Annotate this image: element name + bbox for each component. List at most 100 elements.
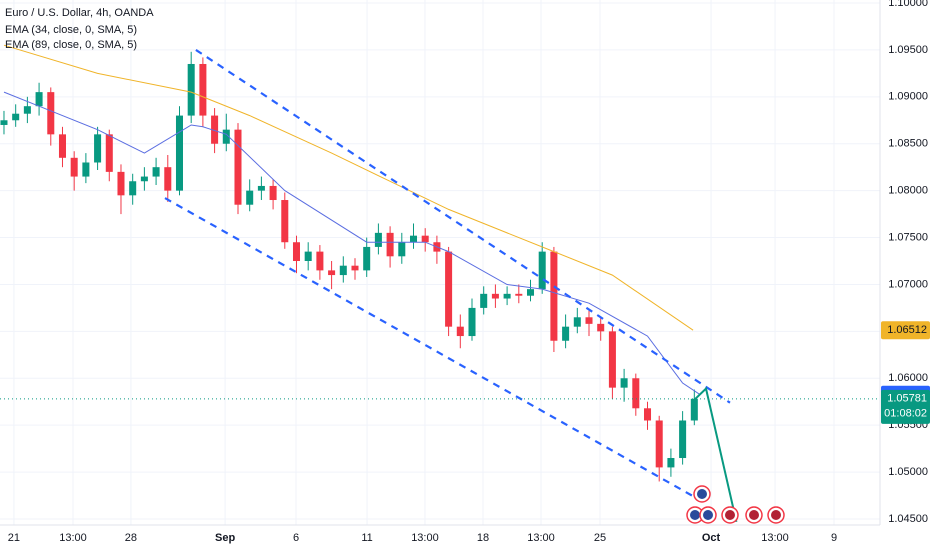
y-tick-label: 1.08000 bbox=[888, 185, 928, 197]
price-tag-label: 1.05781 bbox=[887, 393, 927, 405]
x-tick-label: Oct bbox=[702, 532, 721, 544]
candle-body bbox=[175, 115, 183, 191]
candle-body bbox=[211, 115, 219, 144]
candle-body bbox=[667, 458, 675, 468]
price-tag bbox=[881, 389, 930, 424]
y-tick-label: 1.05000 bbox=[888, 466, 928, 478]
y-tick-label: 1.10000 bbox=[888, 0, 928, 9]
candle-body bbox=[363, 246, 371, 271]
candle-body bbox=[152, 167, 160, 177]
projection-line bbox=[693, 386, 738, 523]
event-icon bbox=[771, 510, 781, 520]
candle-body bbox=[643, 408, 652, 421]
candle-body bbox=[35, 92, 43, 107]
chart-title: Euro / U.S. Dollar, 4h, OANDA bbox=[5, 7, 154, 19]
candle-body bbox=[82, 162, 90, 177]
x-tick-label: 6 bbox=[293, 532, 299, 544]
x-tick-label: 13:00 bbox=[411, 532, 439, 544]
y-tick-label: 1.07000 bbox=[888, 278, 928, 290]
countdown-label: 01:08:02 bbox=[884, 408, 927, 420]
candle-body bbox=[234, 129, 242, 205]
event-icon bbox=[690, 510, 700, 520]
event-icon bbox=[749, 510, 759, 520]
candle-body bbox=[632, 378, 640, 409]
candle-body bbox=[655, 420, 663, 468]
x-tick-label: 21 bbox=[8, 532, 20, 544]
event-icon bbox=[725, 510, 735, 520]
y-tick-label: 1.04500 bbox=[888, 513, 928, 525]
candle-body bbox=[70, 157, 78, 177]
candle-body bbox=[269, 185, 277, 201]
candle-body bbox=[386, 232, 394, 257]
candle-body bbox=[94, 134, 102, 163]
candle-body bbox=[398, 242, 406, 257]
event-icon bbox=[697, 489, 707, 499]
candle-body bbox=[538, 251, 546, 290]
candle-body bbox=[187, 63, 195, 116]
y-tick-label: 1.09000 bbox=[888, 91, 928, 103]
candle-body bbox=[316, 251, 324, 271]
candle-body bbox=[456, 326, 464, 337]
candle-body bbox=[281, 200, 289, 243]
candle-body bbox=[503, 293, 511, 299]
y-tick-label: 1.08500 bbox=[888, 138, 928, 150]
x-tick-label: 13:00 bbox=[527, 532, 555, 544]
candle-body bbox=[292, 242, 301, 261]
price-tag bbox=[881, 321, 930, 340]
candle-body bbox=[421, 235, 429, 243]
candle-body bbox=[257, 185, 265, 191]
candle-body bbox=[47, 92, 55, 135]
candle-body bbox=[491, 293, 499, 299]
candle-body bbox=[409, 235, 418, 243]
candle-body bbox=[58, 134, 66, 158]
price-tag-label: 1.06512 bbox=[887, 324, 927, 336]
candle-body bbox=[105, 134, 113, 172]
candle-body bbox=[562, 326, 570, 341]
candle-body bbox=[445, 251, 453, 327]
candle-body bbox=[164, 167, 172, 191]
candle-body bbox=[23, 106, 31, 114]
candle-body bbox=[117, 171, 125, 196]
ema-line bbox=[3, 91, 701, 396]
x-tick-label: Sep bbox=[215, 532, 235, 544]
candle-body bbox=[620, 378, 628, 388]
event-icons bbox=[686, 485, 785, 524]
candle-body bbox=[339, 265, 347, 276]
y-tick-label: 1.07500 bbox=[888, 231, 928, 243]
trend-line bbox=[195, 48, 731, 404]
x-tick-label: 18 bbox=[477, 532, 489, 544]
candle-body bbox=[550, 251, 558, 341]
x-tick-label: 28 bbox=[125, 532, 137, 544]
candle-body bbox=[199, 63, 207, 116]
candle-body bbox=[328, 270, 336, 276]
trend-line bbox=[164, 197, 701, 502]
legend-entry: EMA (89, close, 0, SMA, 5) bbox=[5, 39, 137, 51]
candle-body bbox=[246, 190, 254, 205]
candle-body bbox=[608, 331, 616, 388]
candle-body bbox=[585, 317, 593, 324]
candle-body bbox=[468, 307, 476, 337]
x-tick-label: 13:00 bbox=[761, 532, 789, 544]
candle-body bbox=[690, 398, 698, 421]
candle-body bbox=[679, 420, 687, 459]
candle-body bbox=[374, 232, 382, 247]
ema-line bbox=[3, 44, 694, 331]
y-tick-label: 1.09500 bbox=[888, 44, 928, 56]
x-tick-label: 11 bbox=[361, 532, 372, 544]
candle-body bbox=[351, 265, 359, 271]
legend-entry: EMA (34, close, 0, SMA, 5) bbox=[5, 24, 137, 36]
y-tick-label: 1.06000 bbox=[888, 372, 928, 384]
candle-body bbox=[140, 176, 148, 182]
x-tick-label: 9 bbox=[831, 532, 837, 544]
candle-body bbox=[573, 317, 581, 327]
candle-body bbox=[480, 293, 488, 308]
candle-body bbox=[597, 323, 605, 332]
candle-body bbox=[304, 251, 312, 261]
candle-body bbox=[129, 181, 137, 196]
x-tick-label: 13:00 bbox=[59, 532, 87, 544]
candle-body bbox=[12, 113, 20, 121]
plot bbox=[0, 44, 880, 523]
